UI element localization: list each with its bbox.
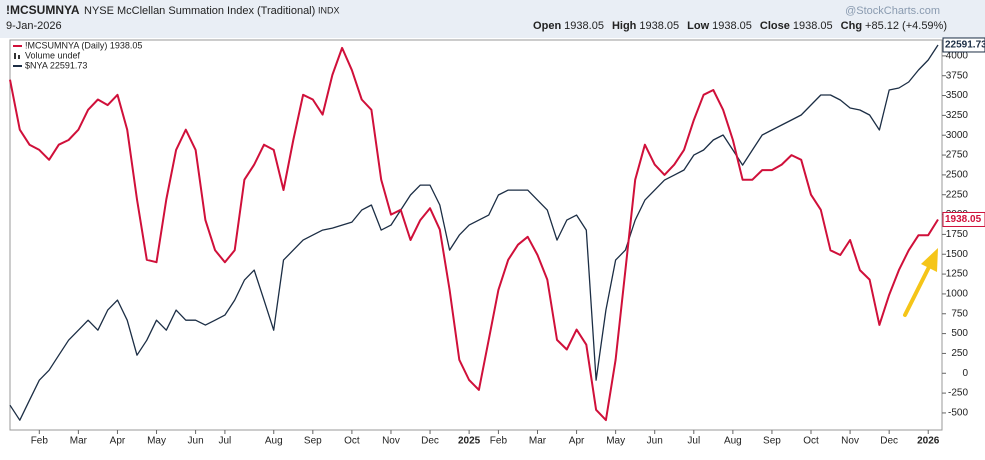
exchange: INDX xyxy=(318,5,340,15)
symbol: !MCSUMNYA xyxy=(6,3,80,17)
arrow-head xyxy=(921,248,938,272)
y-tick-label: -250 xyxy=(948,388,968,399)
y-tick-label: 1000 xyxy=(946,289,969,300)
x-tick-label: Mar xyxy=(70,436,88,447)
legend-swatch xyxy=(14,53,16,59)
y-tick-label: 4000 xyxy=(946,51,969,62)
quote-label: Low xyxy=(687,20,709,32)
last-value-label: 22591.73 xyxy=(945,40,985,51)
legend-swatch xyxy=(18,55,20,59)
x-tick-label: 2026 xyxy=(917,436,940,447)
y-tick-label: 3250 xyxy=(946,110,969,121)
x-tick-label: Mar xyxy=(529,436,547,447)
quote-value: +85.12 (+4.59%) xyxy=(865,20,947,32)
x-tick-label: Jun xyxy=(188,436,204,447)
x-tick-label: Dec xyxy=(880,436,898,447)
arrow-shaft xyxy=(903,263,932,317)
quote-value: 1938.05 xyxy=(793,20,833,32)
plot: -500-25002505007501000125015001750200022… xyxy=(9,37,985,447)
x-tick-label: Dec xyxy=(421,436,439,447)
x-tick-label: Sep xyxy=(763,436,781,447)
quote-label: Close xyxy=(760,20,790,32)
x-tick-label: Feb xyxy=(490,436,508,447)
index-name: NYSE McClellan Summation Index (Traditio… xyxy=(84,5,315,17)
quote-label: Chg xyxy=(841,20,862,32)
x-tick-label: Nov xyxy=(382,436,400,447)
x-tick-label: Apr xyxy=(110,436,126,447)
series-line xyxy=(9,46,939,422)
x-tick-label: Jul xyxy=(687,436,700,447)
y-tick-label: 1500 xyxy=(946,249,969,260)
header-bar xyxy=(0,0,985,38)
y-tick-label: -500 xyxy=(948,408,968,419)
last-value-label: 1938.05 xyxy=(945,214,982,225)
quote-value: 1938.05 xyxy=(712,20,752,32)
x-tick-label: 2025 xyxy=(458,436,481,447)
y-tick-label: 500 xyxy=(951,328,968,339)
x-tick-label: Aug xyxy=(724,436,742,447)
x-tick-label: May xyxy=(147,436,166,447)
annotation-arrow xyxy=(903,248,938,317)
x-tick-label: Apr xyxy=(569,436,585,447)
y-tick-label: 2500 xyxy=(946,170,969,181)
x-tick-label: Feb xyxy=(31,436,49,447)
x-tick-label: Jun xyxy=(647,436,663,447)
quote: Open 1938.05 High 1938.05 Low 1938.05 Close 193… xyxy=(533,20,947,32)
legend-label: !MCSUMNYA (Daily) 1938.05 xyxy=(25,40,142,50)
x-tick-label: May xyxy=(606,436,625,447)
date: 9-Jan-2026 xyxy=(6,20,62,32)
y-tick-label: 250 xyxy=(951,348,968,359)
x-tick-label: Oct xyxy=(344,436,360,447)
x-tick-label: Jul xyxy=(219,436,232,447)
quote-label: Open xyxy=(533,20,561,32)
x-tick-label: Aug xyxy=(265,436,283,447)
quote-value: 1938.05 xyxy=(564,20,604,32)
y-tick-label: 3500 xyxy=(946,90,969,101)
last-value-tag xyxy=(942,211,985,227)
last-value-tag xyxy=(942,37,985,53)
y-tick-label: 3750 xyxy=(946,70,969,81)
y-tick-label: 2250 xyxy=(946,189,969,200)
y-tick-label: 3000 xyxy=(946,130,969,141)
y-tick-label: 2750 xyxy=(946,150,969,161)
quote-label: High xyxy=(612,20,637,32)
x-tick-label: Oct xyxy=(803,436,819,447)
y-tick-label: 1750 xyxy=(946,229,969,240)
brand: @StockCharts.com xyxy=(845,5,940,17)
y-tick-label: 1250 xyxy=(946,269,969,280)
x-tick-label: Nov xyxy=(841,436,859,447)
y-tick-label: 750 xyxy=(951,308,968,319)
series-line xyxy=(9,44,939,421)
legend-label: $NYA 22591.73 xyxy=(25,60,87,70)
plot-frame xyxy=(9,39,943,431)
y-tick-label: 0 xyxy=(962,368,968,379)
x-tick-label: Sep xyxy=(304,436,322,447)
header: !MCSUMNYA NYSE McClellan Summation Index… xyxy=(0,0,985,38)
quote-value: 1938.05 xyxy=(639,20,679,32)
legend-label: Volume undef xyxy=(25,50,81,60)
